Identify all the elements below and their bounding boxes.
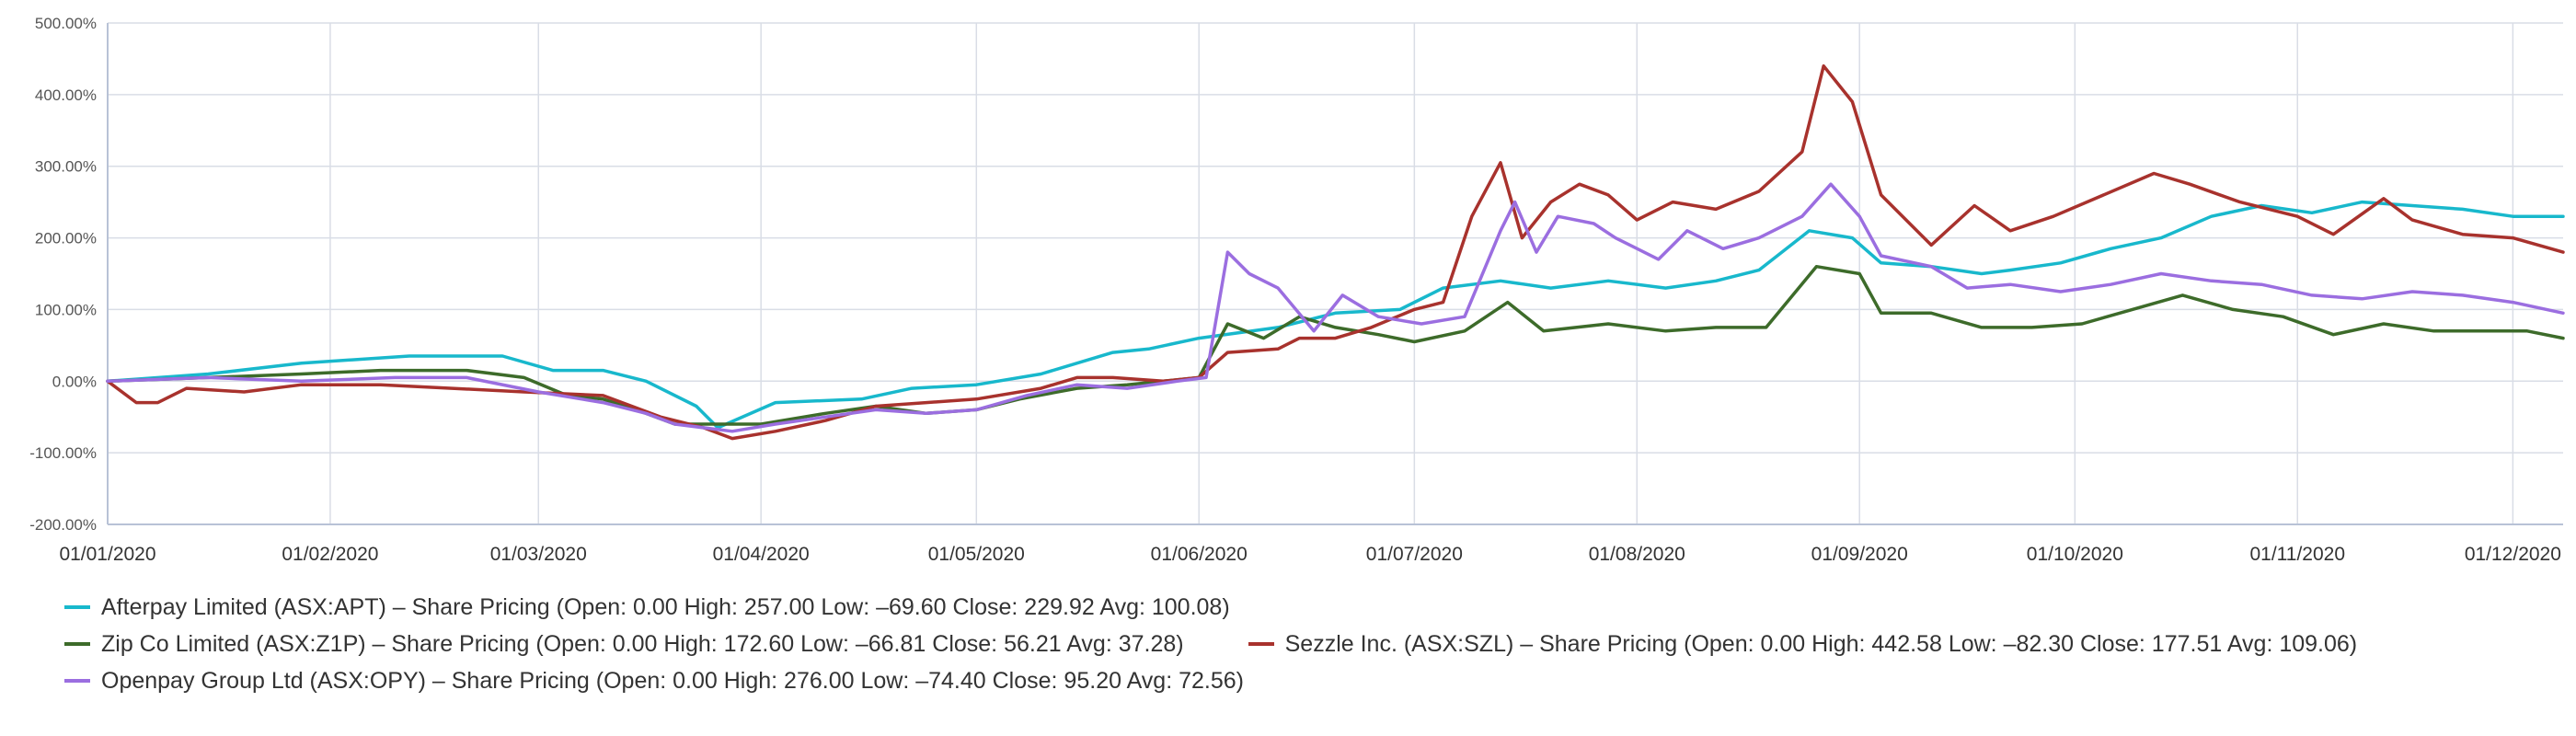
y-tick-label: 300.00% (35, 158, 97, 176)
x-tick-label: 01/07/2020 (1366, 544, 1463, 565)
series-line-openpay[interactable] (106, 182, 2565, 433)
y-tick-label: 200.00% (35, 230, 97, 247)
x-tick-label: 01/11/2020 (2249, 544, 2345, 565)
legend-row-2: Zip Co Limited (ASX:Z1P) – Share Pricing… (64, 626, 2548, 662)
legend-row-1: Afterpay Limited (ASX:APT) – Share Prici… (64, 589, 2548, 626)
legend-item-openpay[interactable]: Openpay Group Ltd (ASX:OPY) – Share Pric… (64, 668, 1244, 695)
x-tick-label: 01/12/2020 (2465, 544, 2561, 565)
legend-row-3: Openpay Group Ltd (ASX:OPY) – Share Pric… (64, 662, 2548, 699)
axes (107, 23, 2563, 525)
x-tick-label: 01/09/2020 (1811, 544, 1908, 565)
y-tick-label: 500.00% (35, 15, 97, 32)
x-tick-label: 01/08/2020 (1589, 544, 1685, 565)
y-tick-label: 100.00% (35, 301, 97, 318)
x-tick-label: 01/04/2020 (713, 544, 810, 565)
legend: Afterpay Limited (ASX:APT) – Share Prici… (64, 589, 2548, 699)
y-tick-label: 400.00% (35, 86, 97, 104)
x-tick-label: 01/06/2020 (1151, 544, 1248, 565)
legend-swatch-sezzle (1248, 642, 1274, 646)
legend-label-sezzle: Sezzle Inc. (ASX:SZL) – Share Pricing (O… (1284, 630, 2358, 657)
legend-label-zip: Zip Co Limited (ASX:Z1P) – Share Pricing… (101, 630, 1184, 657)
legend-swatch-zip (64, 642, 90, 646)
legend-item-sezzle[interactable]: Sezzle Inc. (ASX:SZL) – Share Pricing (O… (1248, 630, 2358, 658)
legend-item-zip[interactable]: Zip Co Limited (ASX:Z1P) – Share Pricing… (64, 631, 1184, 658)
grid (108, 22, 2563, 525)
legend-swatch-openpay (64, 679, 90, 683)
line-chart: 500.00% 400.00% 300.00% 200.00% 100.00% 0.00%… (29, 15, 2565, 565)
x-tick-label: 01/05/2020 (928, 544, 1025, 565)
x-axis-ticks: 01/01/2020 01/02/2020 01/03/2020 01/04/2020… (59, 544, 2560, 565)
legend-item-afterpay[interactable]: Afterpay Limited (ASX:APT) – Share Prici… (64, 594, 1230, 621)
series-line-zip[interactable] (106, 264, 2565, 426)
series-line-afterpay[interactable] (106, 200, 2565, 430)
x-tick-label: 01/03/2020 (490, 544, 587, 565)
y-tick-label: -200.00% (29, 516, 97, 534)
legend-label-openpay: Openpay Group Ltd (ASX:OPY) – Share Pric… (101, 667, 1244, 694)
y-tick-label: -100.00% (29, 444, 97, 462)
legend-label-afterpay: Afterpay Limited (ASX:APT) – Share Prici… (101, 593, 1230, 620)
legend-swatch-afterpay (64, 605, 90, 609)
x-tick-label: 01/10/2020 (2027, 544, 2123, 565)
y-axis-ticks: 500.00% 400.00% 300.00% 200.00% 100.00% 0.00%… (29, 15, 97, 534)
series-line-sezzle[interactable] (106, 63, 2565, 441)
x-tick-label: 01/01/2020 (59, 544, 155, 565)
series-lines (106, 63, 2565, 441)
x-tick-label: 01/02/2020 (282, 544, 378, 565)
y-tick-label: 0.00% (52, 373, 97, 390)
